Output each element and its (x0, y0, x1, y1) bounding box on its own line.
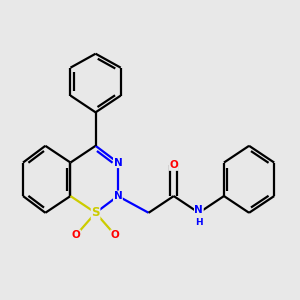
Text: N: N (194, 205, 203, 215)
Text: O: O (111, 230, 119, 240)
Text: O: O (72, 230, 80, 240)
Text: H: H (195, 218, 203, 227)
Text: O: O (169, 160, 178, 170)
Text: N: N (113, 158, 122, 168)
Text: N: N (113, 191, 122, 201)
Text: S: S (91, 206, 100, 219)
